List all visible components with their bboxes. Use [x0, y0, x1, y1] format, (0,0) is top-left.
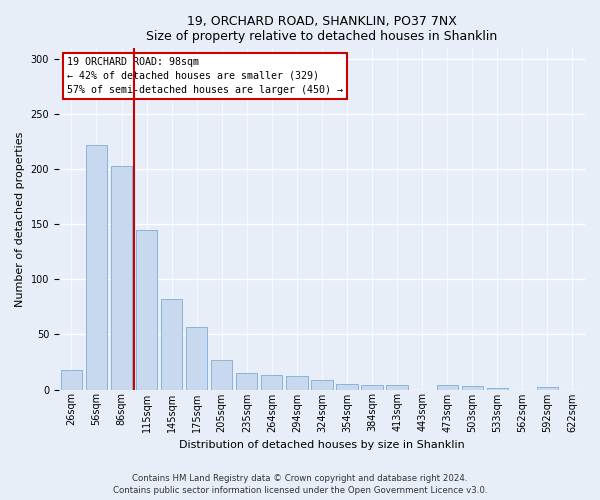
- Bar: [111, 166, 132, 390]
- Title: 19, ORCHARD ROAD, SHANKLIN, PO37 7NX
Size of property relative to detached house: 19, ORCHARD ROAD, SHANKLIN, PO37 7NX Siz…: [146, 15, 497, 43]
- X-axis label: Distribution of detached houses by size in Shanklin: Distribution of detached houses by size …: [179, 440, 465, 450]
- Bar: [61, 370, 82, 390]
- Bar: [461, 386, 483, 390]
- Bar: [337, 384, 358, 390]
- Bar: [537, 388, 558, 390]
- Bar: [161, 300, 182, 390]
- Text: 19 ORCHARD ROAD: 98sqm
← 42% of detached houses are smaller (329)
57% of semi-de: 19 ORCHARD ROAD: 98sqm ← 42% of detached…: [67, 57, 343, 95]
- Bar: [186, 327, 208, 390]
- Bar: [211, 360, 232, 390]
- Bar: [386, 385, 408, 390]
- Bar: [487, 388, 508, 390]
- Y-axis label: Number of detached properties: Number of detached properties: [15, 131, 25, 306]
- Bar: [361, 385, 383, 390]
- Bar: [86, 145, 107, 390]
- Bar: [136, 230, 157, 390]
- Bar: [261, 375, 283, 390]
- Bar: [311, 380, 332, 390]
- Bar: [236, 373, 257, 390]
- Bar: [437, 385, 458, 390]
- Bar: [286, 376, 308, 390]
- Text: Contains HM Land Registry data © Crown copyright and database right 2024.
Contai: Contains HM Land Registry data © Crown c…: [113, 474, 487, 495]
